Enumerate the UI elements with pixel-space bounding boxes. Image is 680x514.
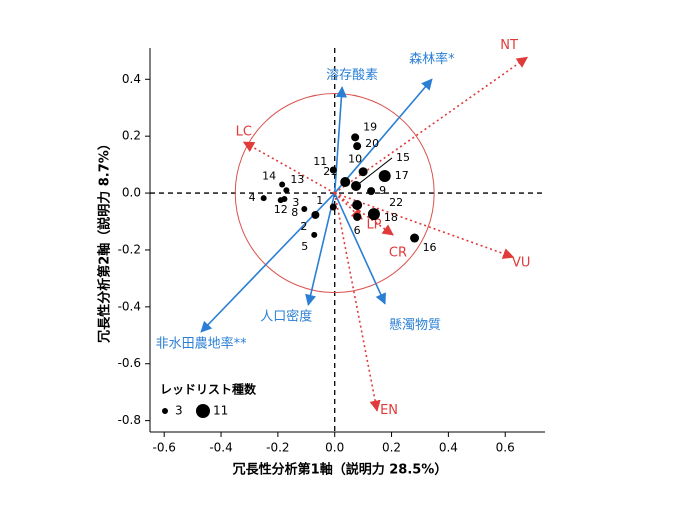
x-tick-label: -0.2 xyxy=(266,441,289,455)
site-label: 9 xyxy=(379,184,386,197)
arrow-label: 人口密度 xyxy=(260,308,312,324)
site-label: 13 xyxy=(290,173,304,186)
site-label: 10 xyxy=(348,153,362,166)
legend-marker xyxy=(162,408,168,414)
arrow-label: LP xyxy=(366,217,381,232)
species-arrow xyxy=(334,192,394,236)
equilibrium-circle xyxy=(234,93,435,294)
site-point xyxy=(260,195,267,202)
arrow-label: 溶存酸素 xyxy=(326,68,378,83)
site-label: 19 xyxy=(363,120,377,133)
x-axis-label: 冗長性分析第1軸（説明力 28.5%） xyxy=(233,462,448,478)
site-point xyxy=(353,142,362,151)
site-label: 8 xyxy=(291,206,298,219)
site-label: 16 xyxy=(423,241,437,254)
arrow-label: CR xyxy=(389,245,407,260)
legend-marker xyxy=(196,404,210,418)
site-point xyxy=(340,176,351,187)
y-tick-label: 0.0 xyxy=(122,186,141,200)
site-point xyxy=(329,166,337,174)
environment-arrow xyxy=(333,86,347,194)
site-label: 14 xyxy=(262,170,276,183)
y-tick-label: 0.4 xyxy=(122,72,141,86)
site-point xyxy=(301,205,308,212)
x-tick-label: 0.4 xyxy=(439,441,458,455)
arrow-label: 懸濁物質 xyxy=(389,317,441,333)
site-label: 20 xyxy=(365,137,379,150)
site-point xyxy=(358,167,368,177)
site-label: 15 xyxy=(396,151,410,164)
y-tick-label: -0.4 xyxy=(118,299,141,313)
site-point xyxy=(277,197,284,204)
site-point xyxy=(283,187,290,194)
arrow-label: LC xyxy=(236,125,252,140)
x-tick-label: 0.6 xyxy=(496,441,515,455)
legend-label: 3 xyxy=(175,404,183,418)
environment-arrow xyxy=(333,192,386,305)
species-arrow xyxy=(334,192,515,259)
environment-arrow xyxy=(305,192,336,306)
x-tick-label: -0.6 xyxy=(152,441,175,455)
x-tick-label: 0.2 xyxy=(382,441,401,455)
arrow-label: 森林率* xyxy=(409,51,455,67)
site-label: 2 xyxy=(300,220,307,233)
site-point xyxy=(367,208,380,221)
site-point xyxy=(329,203,337,211)
site-label: 11 xyxy=(313,155,327,168)
legend-label: 11 xyxy=(213,404,228,418)
legend-title: レッドリスト種数 xyxy=(160,382,257,397)
site-point xyxy=(352,200,363,211)
y-axis-label: 冗長性分析第2軸（説明力 8.7%） xyxy=(97,137,113,343)
site-point xyxy=(279,181,286,188)
species-arrow xyxy=(334,56,529,194)
arrow-label: EN xyxy=(380,403,398,418)
arrow-label: VU xyxy=(512,256,530,271)
site-label: 3 xyxy=(292,196,299,209)
arrow-label: 非水田農地率** xyxy=(156,335,248,351)
species-arrow xyxy=(242,141,336,194)
site-point xyxy=(311,210,320,219)
site-point xyxy=(351,133,360,142)
y-tick-label: -0.2 xyxy=(118,242,141,256)
x-tick-label: -0.4 xyxy=(209,441,232,455)
y-tick-label: -0.8 xyxy=(118,413,141,427)
site-label: 12 xyxy=(274,203,288,216)
leader-line xyxy=(355,157,393,187)
site-label: 6 xyxy=(354,224,361,237)
site-point xyxy=(311,231,318,238)
y-tick-label: 0.2 xyxy=(122,129,141,143)
arrow-label: NT xyxy=(500,38,518,53)
species-arrow xyxy=(333,192,381,412)
y-tick-label: -0.6 xyxy=(118,356,141,370)
site-point xyxy=(378,170,391,182)
site-point xyxy=(353,212,362,221)
site-point xyxy=(410,233,420,243)
x-tick-label: 0.0 xyxy=(325,441,344,455)
site-point xyxy=(367,187,376,196)
site-label: 18 xyxy=(384,211,398,224)
site-label: 4 xyxy=(249,191,256,204)
site-label: 22 xyxy=(389,196,403,209)
site-label: 1 xyxy=(316,194,323,207)
environment-arrow xyxy=(334,78,433,194)
site-label: 5 xyxy=(301,240,308,253)
site-label: 17 xyxy=(395,169,409,182)
site-label: 21 xyxy=(323,165,337,178)
